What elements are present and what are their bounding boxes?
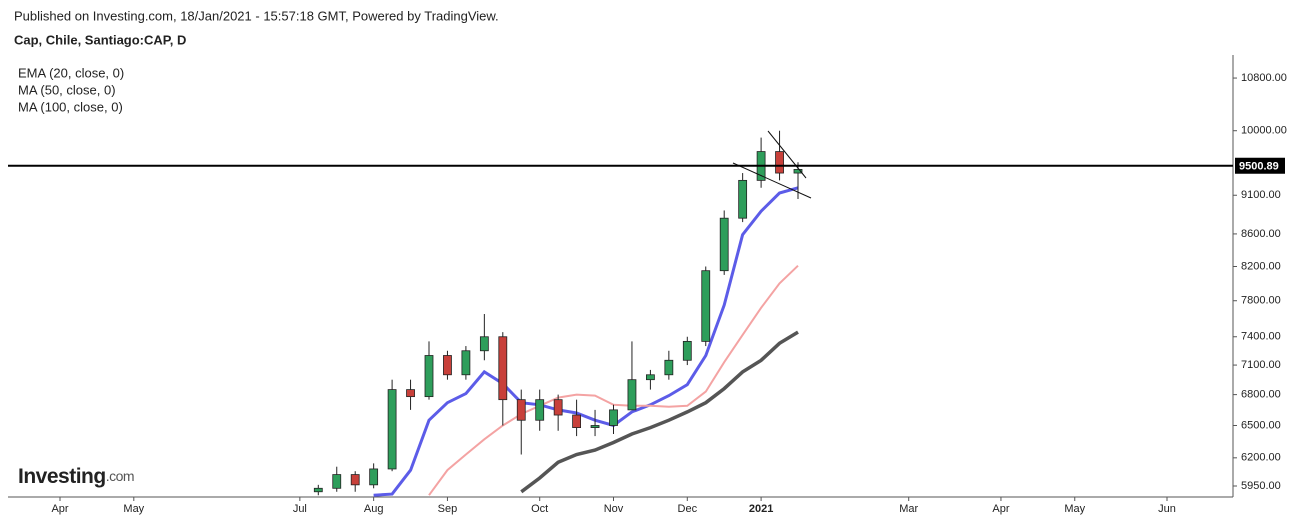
y-tick-label: 9100.00	[1241, 189, 1281, 201]
candle-body	[369, 468, 379, 486]
x-tick-label: Jun	[1158, 503, 1176, 515]
legend-entry: MA (100, close, 0)	[18, 99, 123, 114]
candle-body	[719, 217, 729, 272]
y-tick-label: 6800.00	[1241, 389, 1281, 401]
wedge-line	[732, 162, 812, 199]
price-label: 9500.89	[1239, 161, 1279, 173]
y-tick-label: 7100.00	[1241, 359, 1281, 371]
candle-body	[793, 169, 803, 174]
price-label-box	[1235, 157, 1285, 174]
y-tick-label: 8200.00	[1241, 260, 1281, 272]
candle-body	[572, 414, 581, 428]
candle-body	[479, 336, 489, 352]
y-tick-label: 8600.00	[1241, 228, 1281, 240]
x-tick-label: May	[123, 503, 144, 515]
x-tick-label: Nov	[604, 503, 624, 515]
x-tick-label: Oct	[531, 503, 548, 515]
ma-line	[520, 330, 799, 494]
candle-body	[609, 409, 618, 426]
x-tick-label: Apr	[51, 503, 68, 515]
y-tick-label: 7400.00	[1241, 331, 1281, 343]
x-tick-label: 2021	[749, 503, 773, 515]
y-tick-label: 5950.00	[1241, 480, 1281, 492]
symbol-title: Cap, Chile, Santiago:CAP, D	[14, 32, 186, 47]
candle-body	[332, 474, 342, 489]
y-tick-label: 10000.00	[1241, 125, 1287, 137]
plot-area	[313, 130, 803, 497]
wedge-line	[767, 130, 807, 179]
y-tick-label: 6200.00	[1241, 452, 1281, 464]
candle-body	[424, 355, 434, 398]
y-tick-label: 6500.00	[1241, 419, 1281, 431]
candle-body	[627, 379, 637, 411]
x-tick-label: Jul	[293, 503, 307, 515]
x-tick-label: Apr	[992, 503, 1009, 515]
legend-entry: MA (50, close, 0)	[18, 82, 116, 97]
candle-body	[387, 389, 397, 470]
x-tick-label: Mar	[899, 503, 918, 515]
candle-body	[738, 179, 748, 219]
published-note: Published on Investing.com, 18/Jan/2021 …	[14, 8, 499, 23]
ma-line	[373, 186, 799, 497]
candle-body	[682, 340, 692, 361]
x-tick-label: Aug	[364, 503, 384, 515]
x-tick-label: Dec	[678, 503, 698, 515]
x-tick-label: May	[1064, 503, 1085, 515]
candle-body	[553, 399, 563, 416]
ma-line	[428, 264, 799, 496]
candle-body	[701, 270, 711, 342]
candle-body	[498, 336, 508, 401]
candle-body	[590, 425, 600, 428]
legend-entry: EMA (20, close, 0)	[18, 65, 124, 80]
y-tick-label: 7800.00	[1241, 295, 1281, 307]
candle-body	[646, 374, 655, 381]
candle-body	[516, 399, 526, 421]
logo: Investing.com	[18, 465, 134, 488]
candle-body	[664, 359, 674, 376]
candle-body	[443, 355, 452, 376]
x-tick-label: Sep	[438, 503, 458, 515]
y-tick-label: 10800.00	[1241, 72, 1287, 84]
candle-body	[775, 151, 784, 174]
candle-body	[461, 350, 471, 376]
candle-body	[313, 487, 323, 493]
candle-body	[406, 389, 415, 398]
candle-body	[535, 399, 545, 421]
candle-body	[350, 474, 360, 486]
